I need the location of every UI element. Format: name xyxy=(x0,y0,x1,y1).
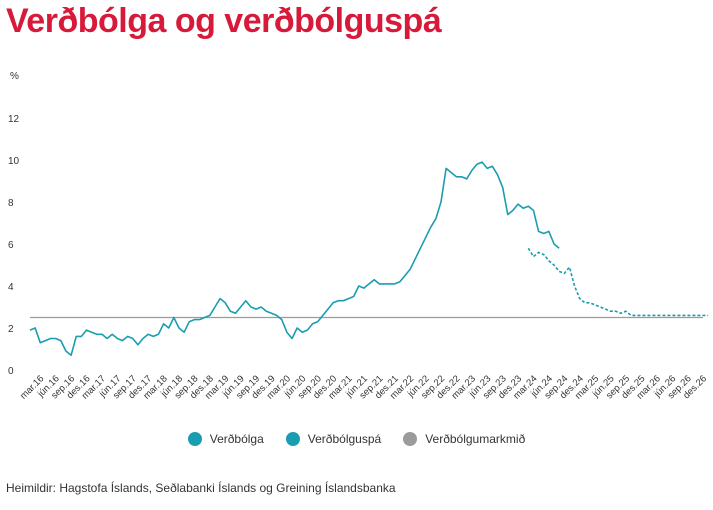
y-axis-unit: % xyxy=(10,71,19,82)
legend-item-forecast[interactable]: Verðbólguspá xyxy=(285,432,382,446)
series-line-actual xyxy=(29,161,560,357)
legend-item-actual[interactable]: Verðbólga xyxy=(187,432,264,446)
legend-marker-actual xyxy=(187,432,202,446)
y-tick-label: 0 xyxy=(8,366,14,377)
source-note: Heimildir: Hagstofa Íslands, Seðlabanki … xyxy=(6,481,396,495)
legend-marker-target xyxy=(403,432,418,446)
legend-label-target: Verðbólgumarkmið xyxy=(425,432,526,446)
y-tick-label: 4 xyxy=(8,282,14,293)
chart-title: Verðbólga og verðbólguspá xyxy=(6,2,442,40)
series-line-forecast xyxy=(527,247,709,317)
y-tick-label: 10 xyxy=(8,156,20,167)
legend-label-forecast: Verðbólguspá xyxy=(307,432,382,446)
inflation-chart: %024681012mar.16jún.16sep.16des.16mar.17… xyxy=(8,71,709,402)
y-tick-label: 6 xyxy=(8,240,14,251)
y-tick-label: 12 xyxy=(8,114,20,125)
chart-legend: Verðbólga Verðbólguspá Verðbólgumarkmið xyxy=(0,432,713,446)
legend-marker-forecast xyxy=(285,432,300,446)
legend-label-actual: Verðbólga xyxy=(209,432,264,446)
legend-item-target[interactable]: Verðbólgumarkmið xyxy=(403,432,525,446)
y-tick-label: 2 xyxy=(8,324,14,335)
y-tick-label: 8 xyxy=(8,198,14,209)
